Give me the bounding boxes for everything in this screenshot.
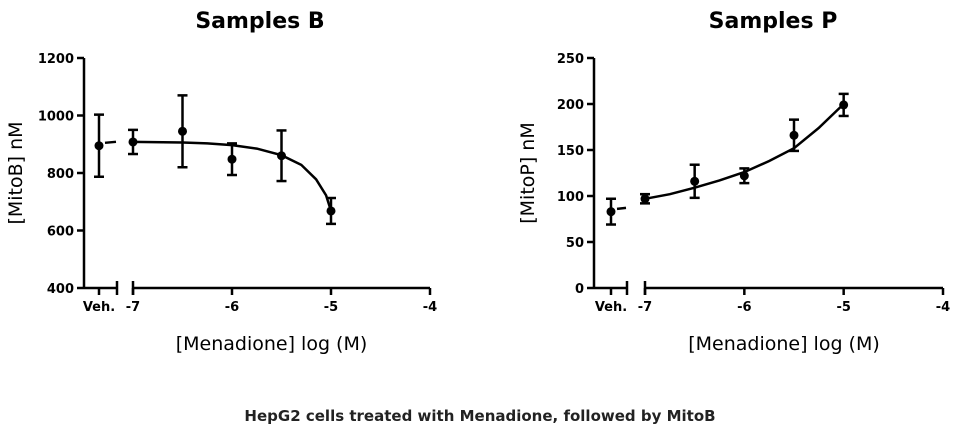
chart-title: Samples P xyxy=(709,9,838,34)
y-axis-title: [MitoB] nM xyxy=(5,121,27,224)
y-tick-label: 800 xyxy=(47,167,74,182)
data-point xyxy=(789,130,799,140)
y-tick-label: 100 xyxy=(557,190,584,205)
x-tick-label: -4 xyxy=(936,300,950,315)
x-tick-label: -5 xyxy=(836,300,850,315)
data-point xyxy=(128,137,138,147)
chart-title: Samples B xyxy=(195,9,324,34)
data-point xyxy=(326,206,336,216)
data-point-vehicle xyxy=(606,207,616,217)
x-tick-label-vehicle: Veh. xyxy=(595,300,627,315)
x-tick-label: -4 xyxy=(423,300,437,315)
data-point xyxy=(277,151,286,161)
x-axis-title: [Menadione] log (M) xyxy=(176,333,368,355)
y-tick-label: 400 xyxy=(47,282,74,297)
y-tick-label: 50 xyxy=(566,236,584,251)
chart-panel-1: Samples B 400 600 800 1000 1200 [MitoB] nM Veh.… xyxy=(5,9,437,355)
y-tick-label: 150 xyxy=(557,144,584,159)
chart-panel-2: Samples P 0 50 100 150 200 250 [MitoP] nM Veh. -7… xyxy=(517,9,950,355)
x-tick-label: -7 xyxy=(638,300,652,315)
y-tick-label: 1000 xyxy=(38,110,74,125)
y-axis-title: [MitoP] nM xyxy=(517,122,539,224)
y-tick-label: 1200 xyxy=(38,52,74,67)
x-tick-label: -5 xyxy=(324,300,338,315)
x-tick-label: -6 xyxy=(737,300,751,315)
fit-curve-vehicle xyxy=(616,206,627,211)
data-point xyxy=(739,171,749,181)
fit-curve xyxy=(644,103,845,201)
data-point xyxy=(178,126,187,136)
data-point-vehicle xyxy=(94,141,104,151)
y-tick-label: 0 xyxy=(575,282,584,297)
y-tick-label: 600 xyxy=(47,225,74,240)
data-point xyxy=(227,154,237,164)
y-tick-label: 250 xyxy=(557,52,584,67)
x-tick-label: -7 xyxy=(126,300,140,315)
fit-curve xyxy=(132,140,333,212)
y-tick-label: 200 xyxy=(557,98,584,113)
figure-caption: HepG2 cells treated with Menadione, foll… xyxy=(244,407,716,425)
data-point xyxy=(690,176,700,186)
fit-curve-vehicle xyxy=(104,140,117,145)
x-axis-title: [Menadione] log (M) xyxy=(688,333,880,355)
data-point xyxy=(640,194,650,204)
x-tick-label-vehicle: Veh. xyxy=(83,300,115,315)
data-point xyxy=(839,100,849,110)
x-tick-label: -6 xyxy=(225,300,239,315)
